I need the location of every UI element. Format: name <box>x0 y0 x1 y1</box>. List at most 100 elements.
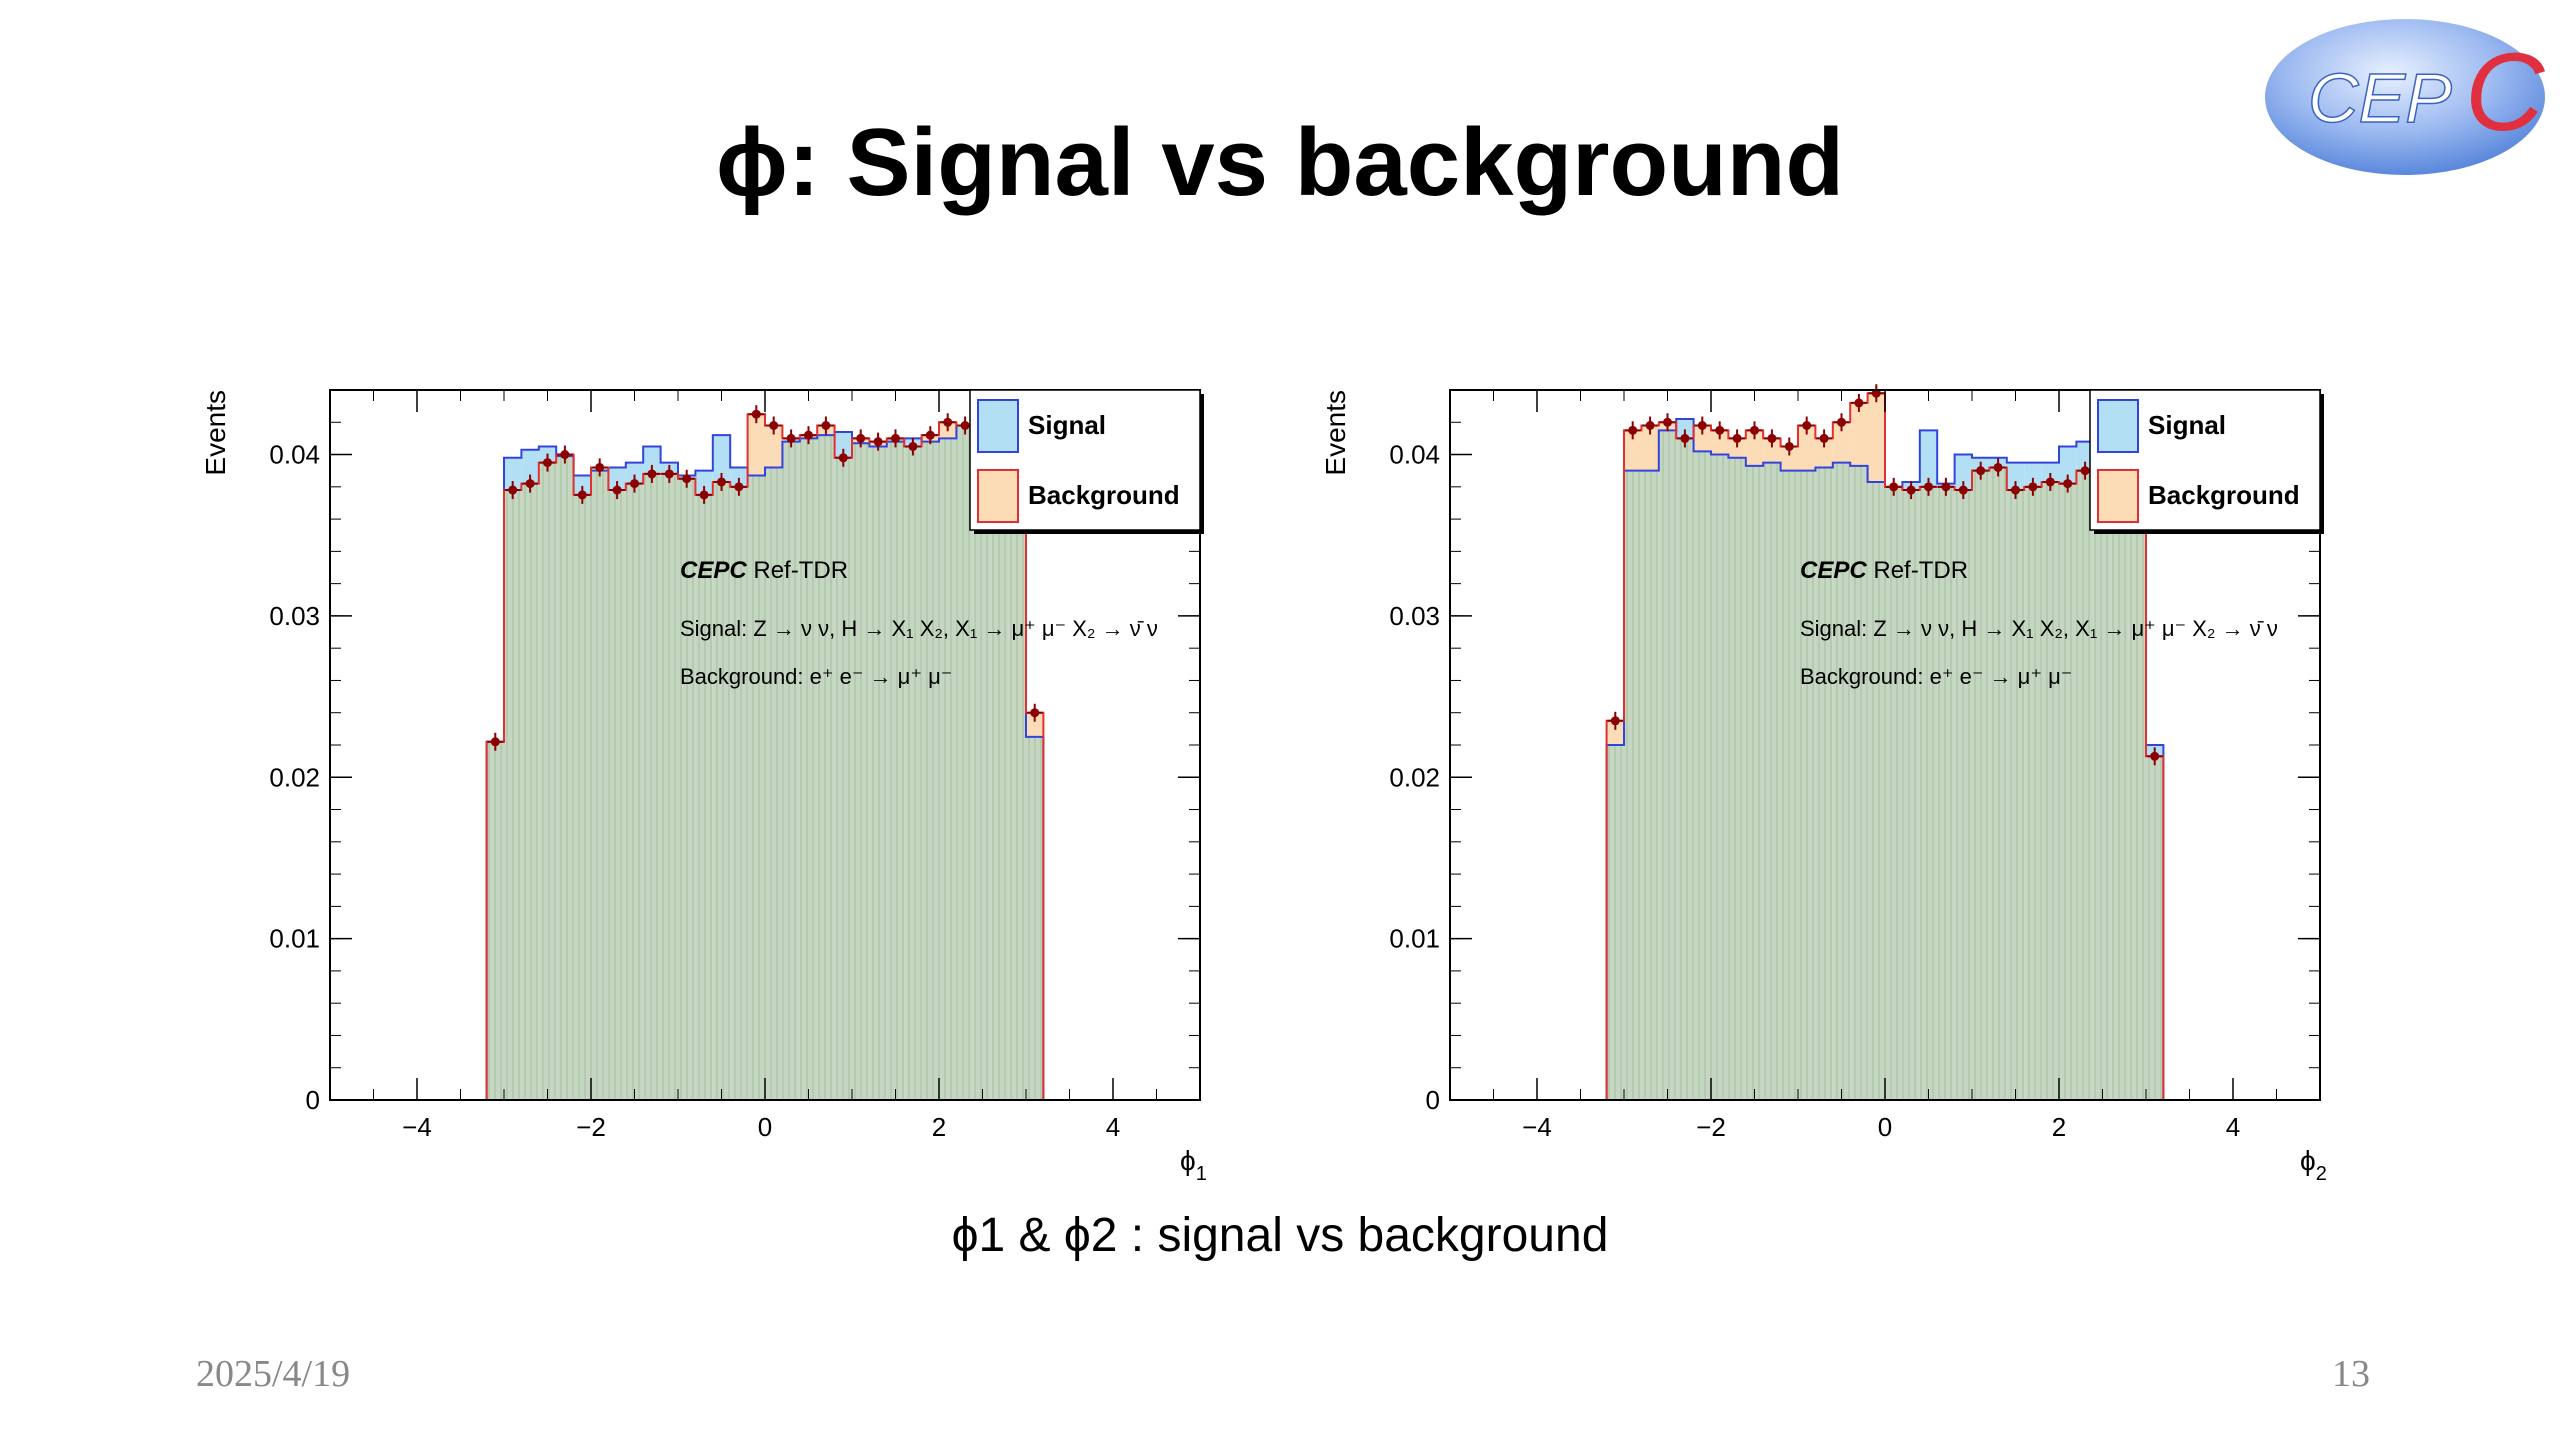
data-point <box>734 482 744 492</box>
data-point <box>490 737 500 747</box>
y-tick-label: 0 <box>306 1085 320 1115</box>
background-excess-bar <box>1745 430 1764 466</box>
histogram-bars <box>486 414 1044 1101</box>
x-axis: −4 −2 0 2 4 <box>329 390 1201 1142</box>
signal-process-text: Signal: Z → ν ν, H → X₁ X₂, X₁ → μ⁺ μ⁻ X… <box>680 616 1158 641</box>
y-tick-label: 0.02 <box>1389 762 1440 792</box>
data-point <box>717 477 726 487</box>
overlap-bar <box>625 483 644 1100</box>
data-point <box>1628 425 1638 435</box>
x-tick-label: −4 <box>1522 1112 1552 1142</box>
signal-excess-bar <box>2059 446 2077 484</box>
legend-signal-swatch <box>977 399 1019 453</box>
overlap-bar <box>973 438 992 1101</box>
overlap-bar <box>2111 490 2129 1100</box>
overlap-bar <box>2024 486 2042 1100</box>
background-excess-bar <box>1850 402 1868 466</box>
cepc-experiment: CEPC <box>680 557 747 584</box>
overlap-bar <box>504 490 522 1100</box>
data-point <box>1750 425 1759 435</box>
slide-title: ϕ: Signal vs background <box>715 109 1845 216</box>
cepc-experiment: CEPC <box>1800 557 1867 584</box>
data-point <box>647 469 657 479</box>
data-point <box>804 430 813 440</box>
y-axis: 0 0.01 0.02 0.03 0.04 <box>269 389 1200 1115</box>
legend-signal-label: Signal <box>1028 410 1106 440</box>
overlap-bar <box>643 473 661 1101</box>
data-point <box>543 458 552 468</box>
overlap-bar <box>991 461 1009 1100</box>
overlap-bar <box>1763 462 1781 1100</box>
background-excess-bar <box>1693 425 1711 452</box>
signal-process-text: Signal: Z → ν ν, H → X₁ X₂, X₁ → μ⁺ μ⁻ X… <box>1800 616 2278 641</box>
signal-excess-bar <box>2024 462 2042 487</box>
signal-excess-bar <box>712 435 731 482</box>
overlap-bar <box>921 441 939 1100</box>
signal-excess-bar <box>695 470 713 495</box>
data-point <box>2150 751 2160 761</box>
background-excess-bar <box>765 425 783 468</box>
overlap-bar <box>2041 481 2059 1100</box>
background-excess-bar <box>1798 425 1816 471</box>
data-point <box>751 409 761 419</box>
background-excess-bar <box>1624 430 1642 471</box>
data-point <box>1802 421 1812 430</box>
overlap-bar <box>1780 470 1798 1100</box>
logo-ellipse <box>2265 19 2545 175</box>
cepc-label: CEPC Ref-TDR <box>680 557 848 584</box>
data-point <box>699 490 709 500</box>
data-point <box>2028 482 2038 492</box>
y-axis: 0 0.01 0.02 0.03 0.04 <box>1389 389 2320 1115</box>
data-point <box>1819 433 1829 443</box>
y-tick-label: 0.04 <box>1389 440 1440 470</box>
data-point <box>1645 421 1655 430</box>
data-point <box>1906 485 1916 495</box>
data-point <box>1941 482 1951 492</box>
background-excess-bar <box>1763 438 1781 463</box>
overlap-bar <box>852 443 870 1100</box>
signal-excess-bar <box>2041 462 2059 482</box>
overlap-bar <box>556 456 574 1101</box>
data-point <box>1837 417 1846 427</box>
data-point <box>1976 466 1986 476</box>
overlap-bar <box>538 462 557 1100</box>
overlap-bar <box>1711 454 1729 1100</box>
overlap-bar <box>2093 473 2112 1101</box>
y-tick-label: 0 <box>1426 1085 1440 1115</box>
overlap-bar <box>1902 490 1920 1100</box>
data-point <box>664 469 674 479</box>
data-point <box>1924 482 1933 492</box>
annotations: CEPC Ref-TDR Signal: Z → ν ν, H → X₁ X₂, … <box>680 557 1158 689</box>
overlap-bar <box>904 446 922 1100</box>
logo-text: CEP <box>2308 59 2452 137</box>
signal-excess-bar <box>1919 430 1938 487</box>
data-point <box>1889 482 1899 492</box>
x-tick-label: 4 <box>1106 1112 1120 1142</box>
data-point <box>1663 417 1672 427</box>
overlap-bar <box>1728 457 1746 1101</box>
data-point <box>525 479 535 489</box>
overlap-bar <box>1954 490 1972 1100</box>
signal-excess-bar <box>625 462 644 484</box>
data-point <box>1993 462 2003 472</box>
overlap-bar <box>678 478 696 1100</box>
overlap-bar <box>486 741 504 1100</box>
data-point <box>2011 485 2020 495</box>
data-point <box>612 485 622 495</box>
cepc-suffix: Ref-TDR <box>747 557 848 584</box>
signal-excess-bar <box>730 467 748 487</box>
overlap-bar <box>1624 470 1642 1100</box>
signal-excess-bar <box>834 431 852 458</box>
overlap-bar <box>1008 506 1026 1100</box>
data-point <box>1610 716 1620 726</box>
data-point <box>2045 477 2055 487</box>
data-point <box>873 437 883 447</box>
background-excess-bar <box>1641 425 1659 471</box>
data-point <box>1767 433 1777 443</box>
x-axis-label: ϕ2 <box>2300 1145 2327 1180</box>
data-point <box>908 441 918 451</box>
page-number: 13 <box>2332 1353 2370 1395</box>
data-point <box>891 433 900 443</box>
overlap-bar <box>1832 462 1851 1100</box>
data-point <box>960 421 970 430</box>
